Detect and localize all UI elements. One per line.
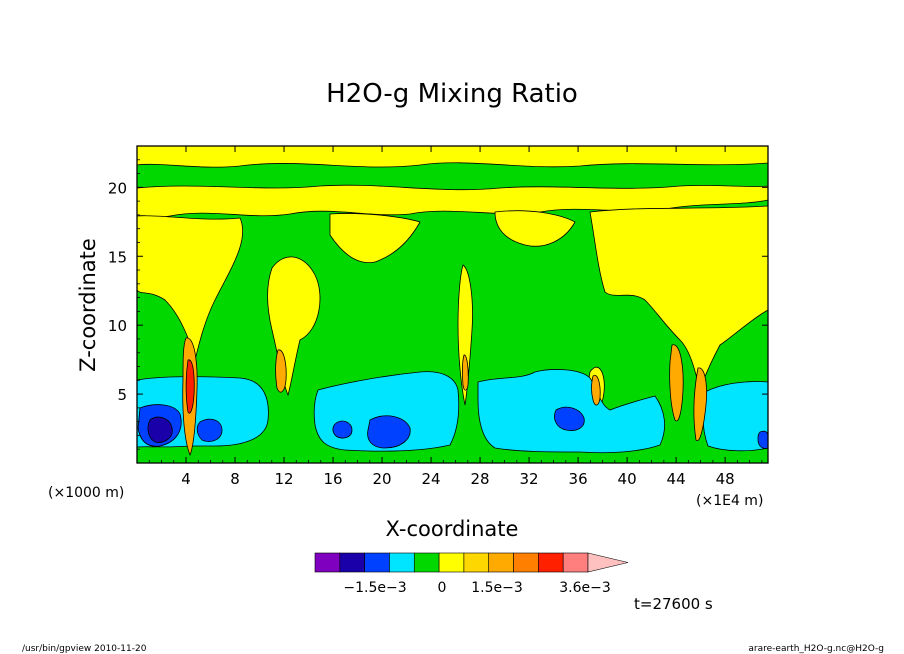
x-axis-label: X-coordinate	[386, 517, 519, 541]
x-tick-label: 28	[471, 470, 490, 488]
positive-core	[275, 349, 287, 393]
y-axis: 5 10 15 20	[108, 159, 768, 450]
colorbar-swatch	[538, 552, 564, 573]
negative-core	[367, 415, 411, 449]
colorbar-swatch	[389, 552, 415, 573]
x-tick-label: 44	[667, 470, 686, 488]
y-axis-label: Z-coordinate	[76, 238, 100, 372]
negative-core	[332, 420, 353, 439]
x-tick-label: 16	[323, 470, 342, 488]
plot-frame	[136, 145, 769, 464]
colorbar: −1.5e−3 0 1.5e−3 3.6e−3	[314, 552, 629, 596]
negative-core	[196, 418, 223, 442]
positive-region	[494, 210, 576, 247]
colorbar-extend-arrow	[587, 552, 629, 573]
colorbar-swatch	[438, 552, 465, 573]
positive-core	[669, 344, 684, 422]
negative-core	[554, 406, 585, 431]
colorbar-swatch	[364, 552, 390, 573]
positive-max-core	[185, 359, 195, 414]
x-axis: 4 8 12 16 20 24 28 32 36 40 44 48	[148, 146, 763, 488]
positive-core	[591, 374, 601, 406]
upper-positive-band	[136, 145, 769, 168]
negative-core	[757, 430, 769, 449]
y-tick-label: 15	[108, 248, 127, 266]
colorbar-swatch	[314, 552, 341, 573]
x-tick-label: 24	[422, 470, 441, 488]
colorbar-swatch	[513, 552, 539, 573]
x-tick-label: 20	[373, 470, 392, 488]
footer-right: arare-earth_H2O-g.nc@H2O-g	[748, 644, 884, 654]
x-tick-label: 32	[520, 470, 539, 488]
colorbar-swatch	[562, 552, 589, 573]
colorbar-swatch	[463, 552, 490, 573]
colorbar-swatch	[339, 552, 365, 573]
footer-left: /usr/bin/gpview 2010-11-20	[22, 644, 147, 654]
colorbar-swatch	[413, 552, 440, 573]
y-tick-label: 5	[117, 386, 127, 404]
x-tick-label: 40	[618, 470, 637, 488]
y-tick-label: 10	[108, 317, 127, 335]
positive-core	[693, 367, 707, 442]
x-tick-label: 48	[716, 470, 735, 488]
colorbar-label: −1.5e−3	[343, 580, 406, 596]
x-tick-label: 4	[181, 470, 191, 488]
left-positive-plume	[136, 215, 244, 361]
upper-positive-band	[136, 184, 769, 218]
positive-column	[457, 264, 473, 406]
y-axis-unit: (×1000 m)	[48, 485, 124, 501]
x-tick-label: 12	[274, 470, 293, 488]
x-tick-label: 36	[569, 470, 588, 488]
x-axis-unit: (×1E4 m)	[696, 493, 763, 509]
positive-region	[329, 213, 421, 264]
colorbar-swatch	[488, 552, 514, 573]
x-tick-label: 8	[230, 470, 240, 488]
colorbar-label: 1.5e−3	[471, 580, 523, 596]
plot-area	[136, 145, 769, 464]
negative-deep-core	[147, 416, 173, 443]
time-annotation: t=27600 s	[634, 595, 713, 613]
colorbar-label: 0	[438, 580, 447, 596]
chart-title: H2O-g Mixing Ratio	[326, 79, 578, 109]
positive-core	[461, 354, 469, 391]
colorbar-label: 3.6e−3	[559, 580, 611, 596]
y-tick-label: 20	[108, 179, 127, 197]
